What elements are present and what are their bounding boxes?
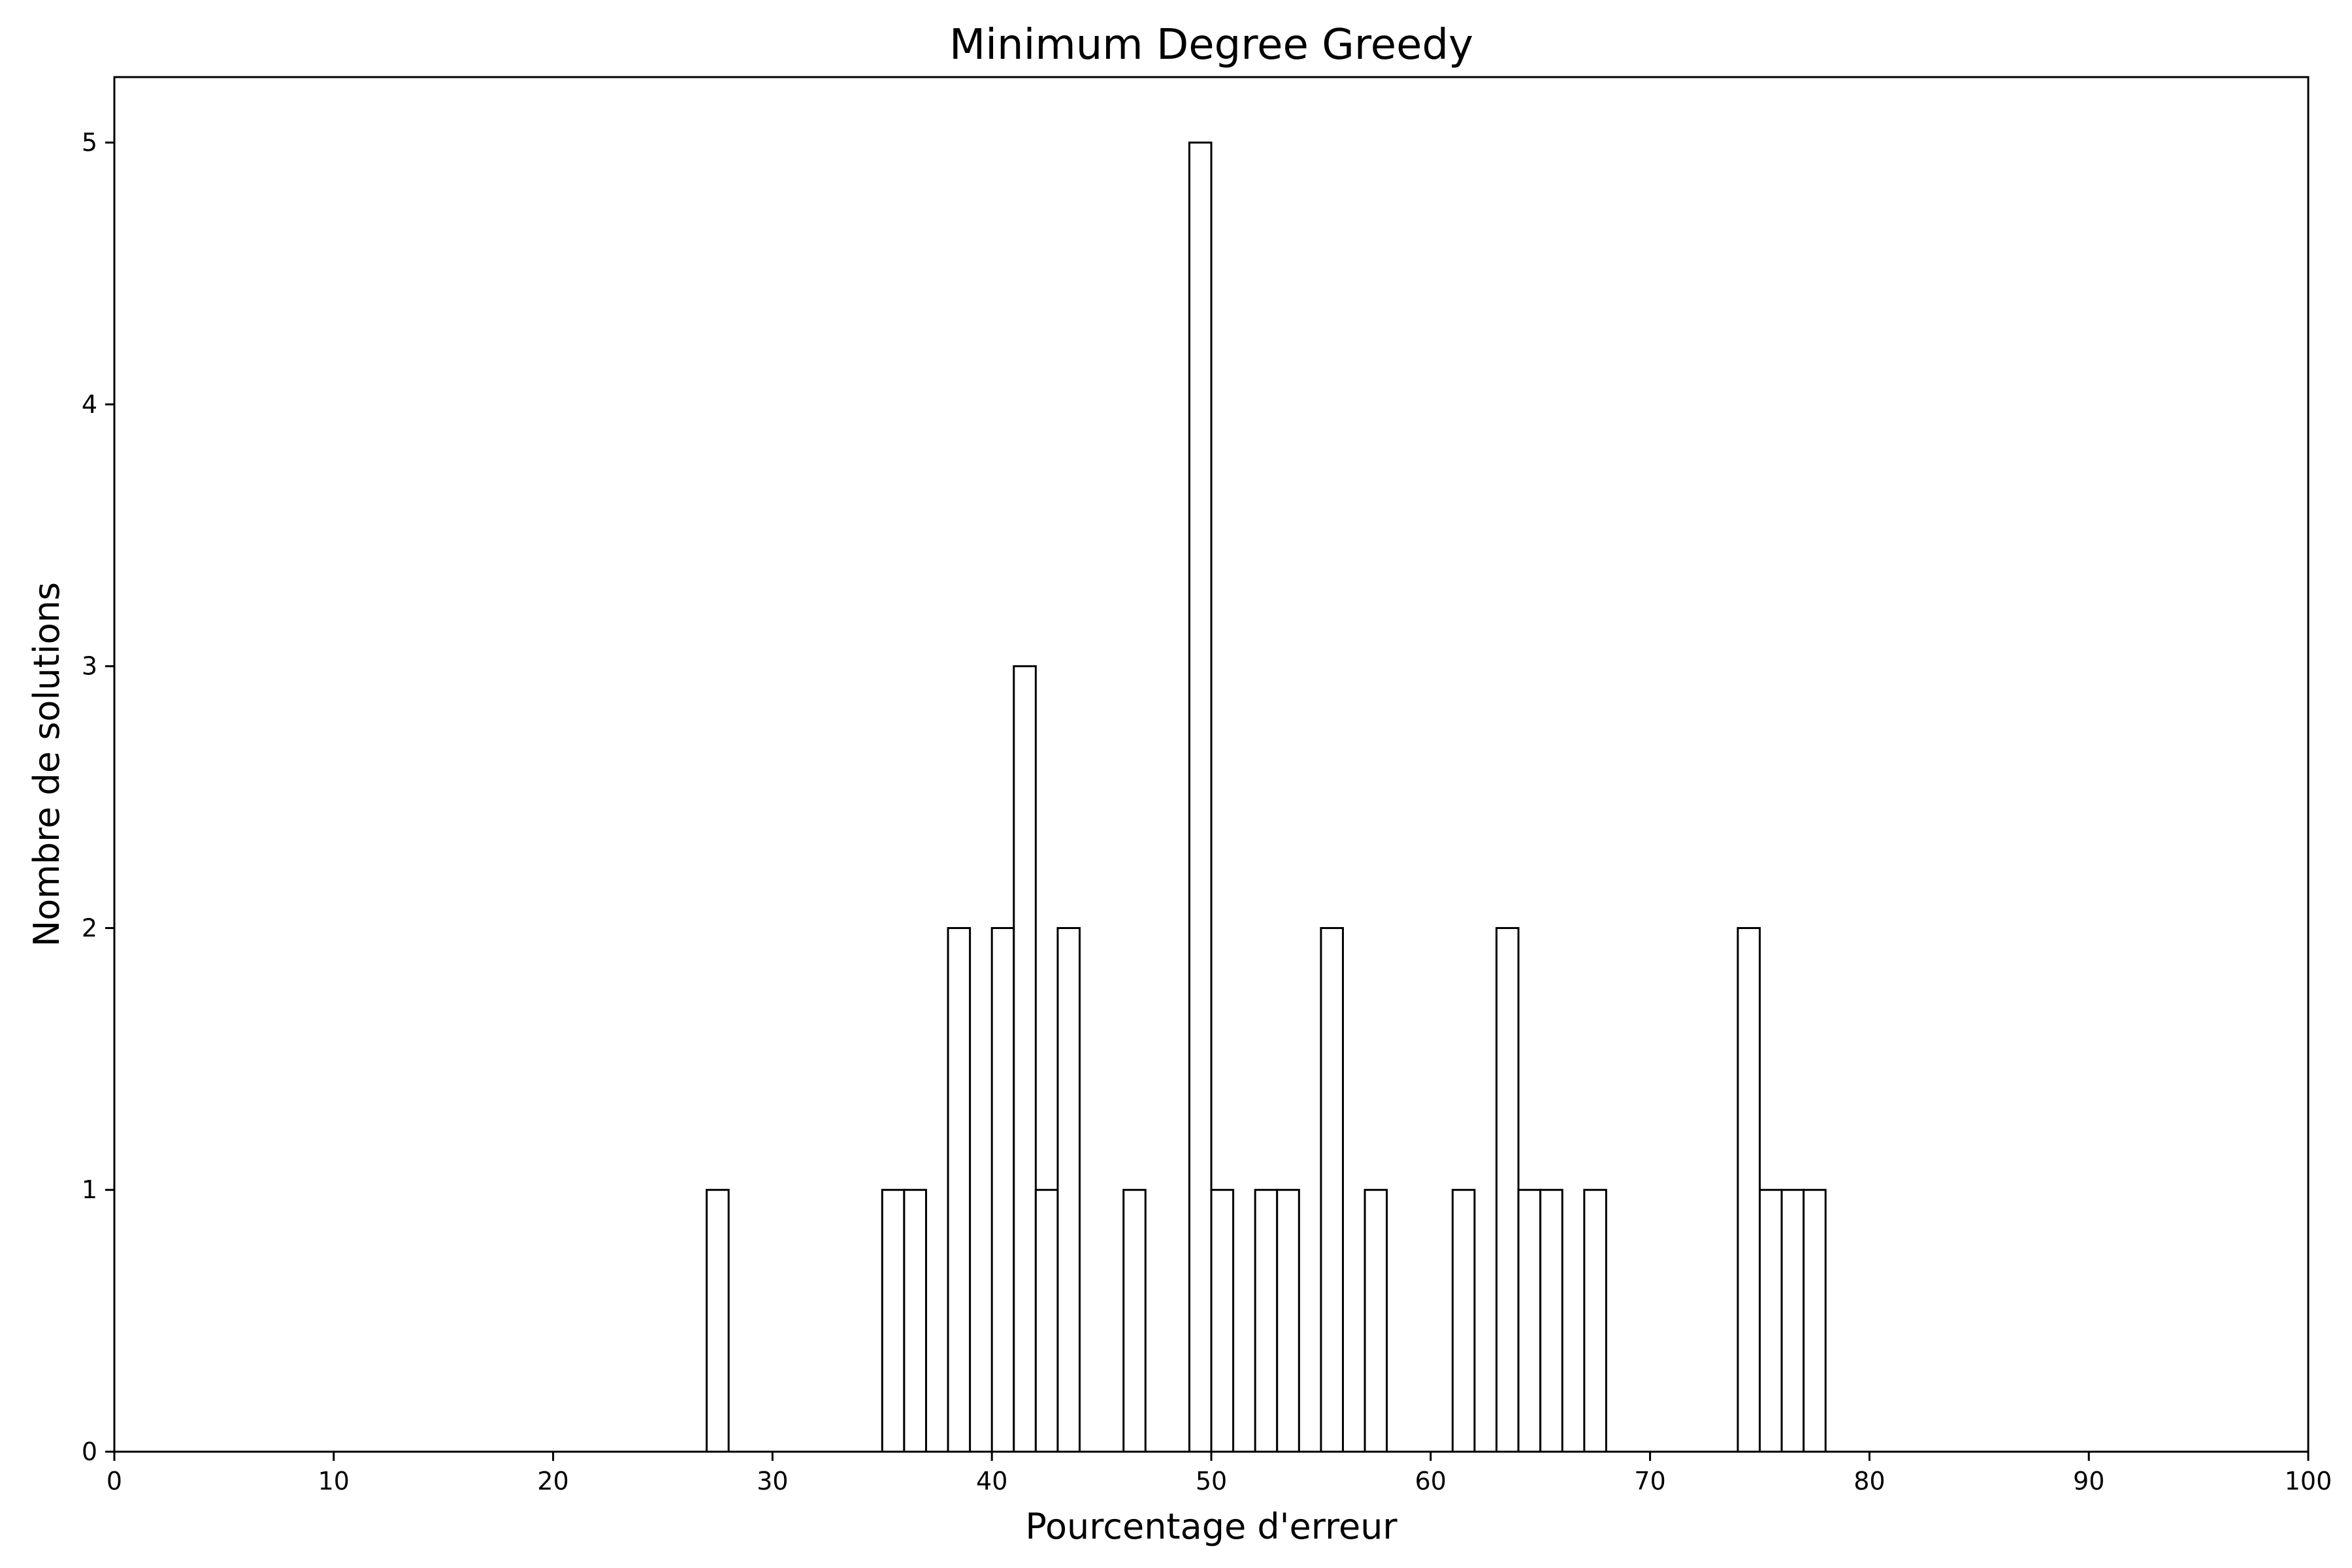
histogram-bar — [1517, 1188, 1542, 1453]
x-tick-label: 0 — [106, 1467, 122, 1495]
histogram-bar — [1780, 1188, 1805, 1453]
x-tick-label: 60 — [1415, 1467, 1446, 1495]
histogram-bar — [1056, 926, 1081, 1453]
x-tick-label: 50 — [1196, 1467, 1227, 1495]
histogram-bar — [1320, 926, 1344, 1453]
y-tick-label: 0 — [82, 1437, 97, 1466]
histogram-bar — [1210, 1188, 1235, 1453]
x-axis-label: Pourcentage d'erreur — [1025, 1506, 1397, 1547]
histogram-bar — [1188, 141, 1213, 1453]
x-tick-label: 100 — [2285, 1467, 2332, 1495]
histogram-bar — [1034, 1188, 1059, 1453]
x-axis: 0 10 20 30 40 50 60 70 80 90 100 — [106, 1452, 2332, 1495]
y-tick-label: 3 — [82, 652, 97, 681]
histogram-bar — [1254, 1188, 1279, 1453]
histogram-bar — [990, 926, 1015, 1453]
histogram-bar — [1759, 1188, 1783, 1453]
histogram-bar — [1539, 1188, 1563, 1453]
x-tick-label: 40 — [976, 1467, 1007, 1495]
histogram-bar — [1583, 1188, 1607, 1453]
y-tick-label: 1 — [82, 1175, 97, 1204]
x-tick-label: 10 — [318, 1467, 350, 1495]
histogram-bar — [903, 1188, 927, 1453]
bars-group — [706, 141, 1827, 1453]
y-tick-label: 2 — [82, 913, 97, 942]
x-tick-label: 90 — [2073, 1467, 2104, 1495]
histogram-bar — [881, 1188, 906, 1453]
histogram-bar — [1364, 1188, 1388, 1453]
histogram-bar — [1122, 1188, 1147, 1453]
histogram-bar — [947, 926, 972, 1453]
x-tick-label: 20 — [537, 1467, 568, 1495]
histogram-bar — [1276, 1188, 1300, 1453]
histogram-bar — [1803, 1188, 1827, 1453]
x-tick-label: 30 — [757, 1467, 788, 1495]
histogram-bar — [1451, 1188, 1476, 1453]
x-tick-label: 80 — [1854, 1467, 1885, 1495]
histogram-bar — [1495, 926, 1520, 1453]
y-axis-label: Nombre de solutions — [26, 582, 67, 947]
histogram-bar — [1013, 665, 1037, 1453]
chart-title: Minimum Degree Greedy — [949, 21, 1473, 69]
y-tick-label: 4 — [82, 390, 97, 419]
x-tick-label: 70 — [1634, 1467, 1665, 1495]
histogram-bar — [1737, 926, 1761, 1453]
y-tick-label: 5 — [82, 128, 97, 157]
y-axis: 0 1 2 3 4 5 — [82, 128, 114, 1466]
histogram-bar — [706, 1188, 730, 1453]
